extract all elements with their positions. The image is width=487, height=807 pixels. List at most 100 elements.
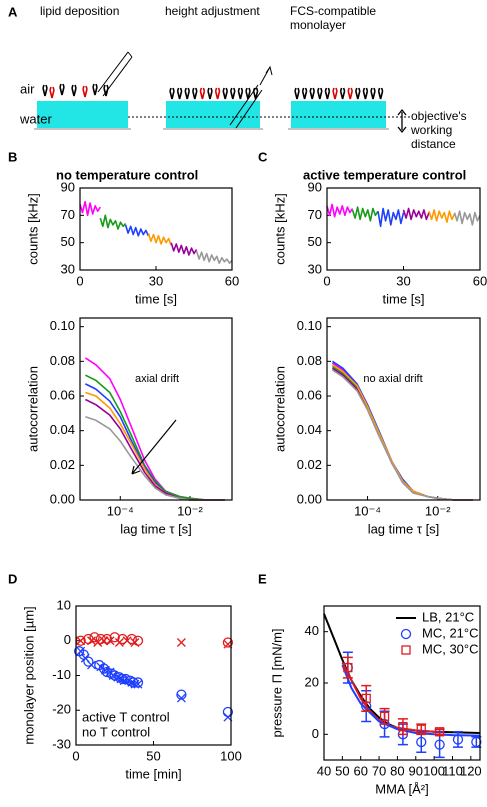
y-tick-label: 0.10 <box>50 318 75 333</box>
x-tick-label: 0 <box>76 273 83 288</box>
y-tick-label: 0.06 <box>50 387 75 402</box>
x-tick-label: 10⁻² <box>425 503 451 518</box>
x-tick-label: 60 <box>353 763 367 778</box>
lipid <box>317 87 323 100</box>
x-tick-label: 10⁻² <box>177 503 203 518</box>
x-tick-label: 80 <box>390 763 404 778</box>
panel-label: D <box>8 571 17 586</box>
pipette <box>229 65 273 129</box>
water-bath <box>37 101 128 128</box>
panel-label: C <box>258 149 268 164</box>
water-label: water <box>19 111 52 126</box>
distance-label-box: objective's working distance <box>411 109 467 151</box>
data-point <box>132 635 144 646</box>
x-axis-label: time [s] <box>383 291 425 306</box>
error-bar <box>397 718 408 736</box>
plot-frame <box>326 317 481 501</box>
annotation: no axial drift <box>363 373 423 385</box>
series-line <box>377 207 405 228</box>
lipid <box>377 87 384 100</box>
y-tick-label: 0.10 <box>297 318 322 333</box>
x-tick-label: 50 <box>335 763 349 778</box>
y-axis-label: counts [kHz] <box>272 193 287 265</box>
water-bath <box>291 101 386 128</box>
data-point <box>109 632 120 643</box>
lipid <box>214 87 221 100</box>
y-tick-label: 10 <box>57 597 71 612</box>
legend-label: MC, 21°C <box>422 625 479 640</box>
plot-area <box>73 632 234 722</box>
lipid <box>71 84 77 97</box>
data-point <box>108 671 118 680</box>
lipid <box>309 87 315 100</box>
x-axis-label: time [s] <box>135 291 177 306</box>
y-tick-label: 70 <box>61 207 75 222</box>
y-tick-label: 0.00 <box>297 491 322 506</box>
x-tick-label: 0 <box>323 273 330 288</box>
lipid <box>355 87 361 100</box>
y-tick-label: 0 <box>312 726 319 741</box>
annotation-arrow <box>131 419 177 475</box>
y-axis-label: autocorrelation <box>272 366 287 452</box>
plot-frame <box>79 317 233 501</box>
x-tick-label: 120 <box>460 763 482 778</box>
plot-area <box>323 613 482 759</box>
y-tick-label: 90 <box>308 179 322 194</box>
step-label: lipid deposition <box>40 4 120 18</box>
error-bar <box>434 728 445 736</box>
y-axis-label: pressure Π [mN/m] <box>269 628 284 737</box>
lipid <box>103 84 109 97</box>
panel-label: A <box>8 4 18 19</box>
data-point <box>76 646 86 656</box>
series-line <box>453 210 481 226</box>
series-line <box>326 203 354 218</box>
lipid <box>176 87 183 100</box>
series-line <box>85 374 225 501</box>
lipid <box>184 87 190 100</box>
y-tick-label: -20 <box>52 702 71 717</box>
x-axis-label: time [min] <box>125 766 181 781</box>
legend-label: MC, 30°C <box>422 641 479 656</box>
data-point <box>83 656 94 667</box>
panel-label: B <box>8 149 17 164</box>
series-line <box>195 250 233 264</box>
series-line <box>341 664 481 737</box>
legend-swatch <box>400 628 412 640</box>
error-bar <box>361 684 372 712</box>
series-line <box>147 232 172 246</box>
y-tick-label: -10 <box>52 667 71 682</box>
data-point <box>130 679 140 689</box>
lipid <box>294 87 300 100</box>
x-tick-label: 40 <box>317 763 331 778</box>
plot-area <box>326 203 481 228</box>
legend-label: LB, 21°C <box>422 609 474 624</box>
chart-title: active temperature control <box>303 167 466 182</box>
data-point <box>96 662 106 672</box>
y-tick-label: 30 <box>308 261 322 276</box>
series-line <box>170 242 198 256</box>
y-tick-label: 0.04 <box>297 422 322 437</box>
y-tick-label: 90 <box>61 179 75 194</box>
lipid <box>192 87 198 100</box>
step-label-box: FCS-compatible monolayer <box>290 4 376 32</box>
data-point <box>222 637 234 648</box>
lipid <box>339 87 346 100</box>
lipid <box>245 87 251 100</box>
lipid <box>370 87 376 100</box>
data-point <box>89 632 100 643</box>
pipette <box>97 51 133 97</box>
x-tick-label: 100 <box>423 763 445 778</box>
y-tick-label: 30 <box>61 261 75 276</box>
x-tick-label: 100 <box>220 748 242 763</box>
chart-title: no temperature control <box>56 167 198 182</box>
y-tick-label: 20 <box>305 674 319 689</box>
x-tick-label: 60 <box>225 273 239 288</box>
x-axis-label: MMA [Å²] <box>375 781 428 796</box>
lipid <box>199 87 206 100</box>
data-point <box>105 636 115 646</box>
plot-frame <box>326 187 481 271</box>
annotation-box: axial drift <box>135 373 179 385</box>
x-tick-label: 10⁻⁴ <box>107 503 134 518</box>
y-tick-label: 50 <box>308 234 322 249</box>
